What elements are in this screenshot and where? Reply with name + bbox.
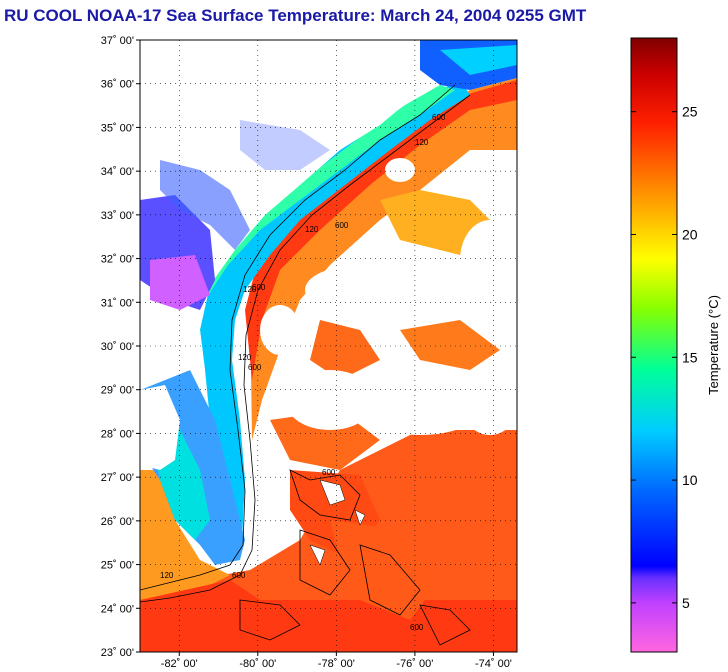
lat-lon-grid [136, 39, 517, 656]
latitude-labels: 37˚ 00' 36˚ 00' 35˚ 00' 34˚ 00' 33˚ 00' 32˚ 0… [101, 35, 134, 659]
colorbar [630, 37, 678, 653]
contour-label: 120 [243, 285, 257, 294]
contour-label: 600 [322, 468, 336, 477]
colorbar-tick-label: 20 [682, 226, 698, 242]
sst-map [140, 40, 517, 652]
lat-label: 32˚ 00' [101, 254, 134, 266]
contour-label: 600 [252, 283, 266, 292]
colorbar-tick-label: 25 [682, 104, 698, 120]
lon-label: -74˚ 00' [475, 658, 512, 670]
lat-label: 29˚ 00' [101, 385, 134, 397]
lon-label: -82˚ 00' [161, 658, 198, 670]
map-title: RU COOL NOAA-17 Sea Surface Temperature:… [4, 6, 587, 25]
lat-label: 25˚ 00' [101, 560, 134, 572]
lon-label: -76˚ 00' [396, 658, 433, 670]
colorbar-tick-label: 15 [682, 349, 698, 365]
land-florida [140, 385, 180, 470]
lat-label: 27˚ 00' [101, 472, 134, 484]
colorbar-ticks: 5 10 15 20 25 [631, 104, 698, 611]
contour-label: 120 [160, 571, 174, 580]
contour-label: 600 [232, 571, 246, 580]
contour-label: 600 [335, 221, 349, 230]
colorbar-tick-label: 5 [682, 595, 690, 611]
lat-label: 37˚ 00' [101, 35, 134, 47]
colorbar-label: Temperature (°C) [706, 295, 721, 395]
lat-label: 31˚ 00' [101, 297, 134, 309]
colorbar-tick-label: 10 [682, 472, 698, 488]
lat-label: 23˚ 00' [101, 647, 134, 659]
lon-label: -80˚ 00' [239, 658, 276, 670]
bathymetry-contours [140, 84, 471, 646]
longitude-labels: -82˚ 00' -80˚ 00' -78˚ 00' -76˚ 00' -74˚ 00' [161, 658, 512, 670]
lat-label: 28˚ 00' [101, 428, 134, 440]
contour-label: 120 [415, 138, 429, 147]
lat-label: 35˚ 00' [101, 122, 134, 134]
lat-label: 34˚ 00' [101, 166, 134, 178]
lat-label: 24˚ 00' [101, 603, 134, 615]
contour-label: 600 [248, 363, 262, 372]
gulf-water [140, 470, 230, 600]
cloud-cover [260, 158, 517, 435]
contour-label: 600 [432, 113, 446, 122]
lon-label: -78˚ 00' [318, 658, 355, 670]
lat-label: 33˚ 00' [101, 210, 134, 222]
contour-label: 120 [238, 353, 252, 362]
gulf-stream [250, 78, 517, 440]
contour-label: 600 [410, 623, 424, 632]
bahamas-islands [309, 479, 366, 566]
lat-label: 36˚ 00' [101, 79, 134, 91]
contour-label: 120 [305, 225, 319, 234]
lat-label: 30˚ 00' [101, 341, 134, 353]
lat-label: 26˚ 00' [101, 516, 134, 528]
